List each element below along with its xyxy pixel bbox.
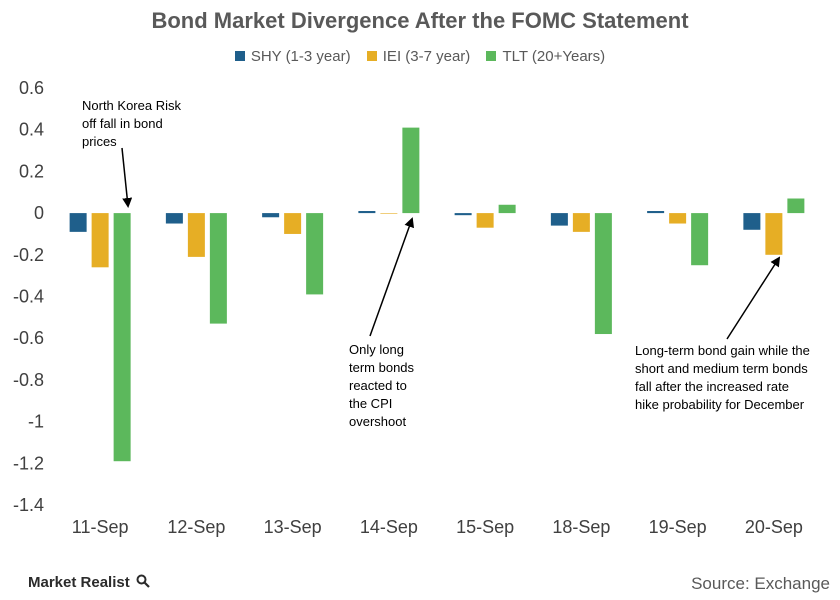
y-tick-label: 0 — [34, 203, 44, 223]
bar-tlt-12-sep — [209, 213, 227, 324]
bar-iei-18-sep — [572, 213, 590, 232]
annotation-line: term bonds — [349, 360, 415, 375]
bar-shy-20-sep — [743, 213, 761, 230]
bar-tlt-20-sep — [787, 198, 805, 214]
x-tick-label: 18-Sep — [552, 517, 610, 537]
bar-iei-13-sep — [284, 213, 302, 234]
arrow-north-korea — [121, 147, 133, 208]
bar-tlt-18-sep — [594, 213, 612, 335]
x-tick-label: 14-Sep — [360, 517, 418, 537]
legend-item-iei: IEI (3-7 year) — [366, 48, 471, 65]
annotation-line: the CPI — [349, 396, 393, 411]
legend-swatch-shy — [234, 51, 245, 61]
arrow-cpi — [369, 217, 415, 337]
y-tick-label: 0.2 — [19, 161, 44, 181]
annotation-line: short and medium term bonds — [635, 361, 808, 376]
y-tick-label: 0.4 — [19, 120, 44, 140]
x-tick-label: 11-Sep — [72, 517, 129, 537]
annotation-rate-hike: Long-term bond gain while the short and … — [635, 342, 810, 414]
bar-shy-11-sep — [69, 213, 87, 232]
magnifier-icon — [136, 574, 150, 592]
bar-tlt-14-sep — [402, 127, 420, 214]
annotation-line: fall after the increased rate — [635, 379, 789, 394]
annotation-line: off fall in bond — [82, 116, 163, 131]
source-note: Source: Exchange — [691, 574, 830, 593]
bar-shy-13-sep — [262, 213, 280, 218]
y-tick-label: -0.2 — [13, 245, 44, 265]
brand-logo: Market Realist — [28, 574, 150, 592]
legend-label-shy: SHY (1-3 year) — [250, 48, 351, 65]
legend-label-iei: IEI (3-7 year) — [382, 48, 471, 65]
bar-shy-19-sep — [647, 211, 665, 214]
y-tick-label: -0.4 — [13, 287, 44, 307]
annotation-line: Only long — [349, 342, 404, 357]
y-tick-label: 0.6 — [19, 78, 44, 98]
annotation-line: overshoot — [349, 414, 407, 429]
legend-swatch-iei — [366, 51, 377, 61]
bar-iei-11-sep — [91, 213, 109, 268]
x-tick-label: 19-Sep — [649, 517, 707, 537]
y-tick-label: -0.8 — [13, 370, 44, 390]
y-tick-label: -1.2 — [13, 453, 44, 473]
legend: SHY (1-3 year) IEI (3-7 year) TLT (20+Ye… — [0, 48, 840, 65]
chart-title: Bond Market Divergence After the FOMC St… — [151, 8, 689, 33]
annotation-line: prices — [82, 134, 117, 149]
y-tick-label: -0.6 — [13, 328, 44, 348]
bar-iei-20-sep — [765, 213, 783, 255]
annotation-cpi: Only long term bonds reacted to the CPI … — [349, 341, 414, 431]
annotation-north-korea: North Korea Risk off fall in bond prices — [82, 97, 181, 151]
bar-tlt-13-sep — [306, 213, 324, 295]
bar-shy-12-sep — [165, 213, 183, 224]
annotation-line: Long-term bond gain while the — [635, 343, 810, 358]
bar-shy-18-sep — [550, 213, 568, 226]
annotation-line: North Korea Risk — [82, 98, 181, 113]
bar-iei-14-sep — [380, 213, 398, 214]
bar-iei-15-sep — [476, 213, 494, 228]
annotation-line: reacted to — [349, 378, 407, 393]
x-tick-label: 13-Sep — [264, 517, 322, 537]
x-tick-label: 20-Sep — [745, 517, 803, 537]
annotation-line: hike probability for December — [635, 397, 805, 412]
bar-iei-12-sep — [187, 213, 205, 257]
bar-tlt-19-sep — [691, 213, 709, 266]
y-tick-label: -1.4 — [13, 495, 44, 515]
legend-swatch-tlt — [486, 51, 497, 61]
legend-item-tlt: TLT (20+Years) — [486, 48, 605, 65]
arrow-rate-hike — [726, 256, 781, 340]
x-tick-label: 15-Sep — [456, 517, 514, 537]
bar-shy-15-sep — [454, 213, 472, 216]
bar-tlt-11-sep — [113, 213, 131, 462]
x-tick-label: 12-Sep — [167, 517, 225, 537]
bar-iei-19-sep — [669, 213, 687, 224]
bar-shy-14-sep — [358, 211, 376, 214]
bar-tlt-15-sep — [498, 204, 516, 214]
legend-item-shy: SHY (1-3 year) — [234, 48, 351, 65]
legend-label-tlt: TLT (20+Years) — [502, 48, 606, 65]
brand-name: Market Realist — [28, 574, 130, 591]
y-tick-label: -1 — [28, 412, 44, 432]
